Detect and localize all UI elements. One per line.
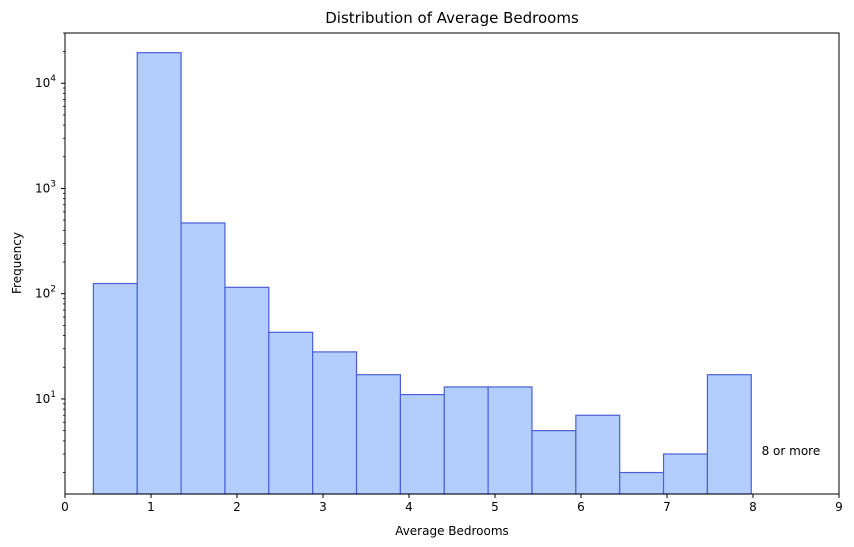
histogram-bar-1 <box>92 282 138 495</box>
x-tick-label-1: 1 <box>147 500 155 514</box>
x-tick-label-7: 7 <box>663 500 671 514</box>
histogram-bar-4 <box>224 286 270 495</box>
histogram-bar-15 <box>706 374 752 495</box>
histogram-bar-14 <box>662 453 709 495</box>
x-tick-label-8: 8 <box>749 500 757 514</box>
x-ticks-group: 0 1 2 3 4 5 6 7 8 9 <box>61 494 843 514</box>
y-tick-label-3: 104 <box>35 74 56 90</box>
histogram-bar-3 <box>180 222 226 495</box>
x-axis-label: Average Bedrooms <box>395 524 509 538</box>
annotation-8-or-more: 8 or more <box>762 444 821 458</box>
y-ticks-group: 101 102 103 104 <box>35 32 65 473</box>
y-tick-label-1: 102 <box>35 285 56 301</box>
x-tick-label-2: 2 <box>233 500 241 514</box>
histogram-bar-13 <box>619 471 665 495</box>
histogram-bar-6 <box>312 351 358 495</box>
plot-frame <box>64 32 840 495</box>
histogram-bar-9 <box>443 386 489 495</box>
y-tick-label-0: 101 <box>35 390 56 406</box>
histogram-bar-7 <box>355 374 402 495</box>
x-tick-label-6: 6 <box>577 500 585 514</box>
histogram-bar-5 <box>268 331 314 495</box>
histogram-bar-8 <box>399 394 445 495</box>
histogram-bar-2 <box>136 52 182 495</box>
chart-title: Distribution of Average Bedrooms <box>325 9 579 27</box>
histogram-bar-11 <box>531 430 577 495</box>
y-axis-label: Frequency <box>10 232 24 294</box>
x-tick-label-9: 9 <box>835 500 843 514</box>
histogram-bar-12 <box>575 414 621 495</box>
x-tick-label-5: 5 <box>491 500 499 514</box>
histogram-bar-10 <box>487 386 533 495</box>
x-tick-label-0: 0 <box>61 500 69 514</box>
y-tick-label-2: 103 <box>35 179 56 195</box>
x-tick-label-3: 3 <box>319 500 327 514</box>
x-tick-label-4: 4 <box>405 500 413 514</box>
bars-group <box>92 52 752 495</box>
